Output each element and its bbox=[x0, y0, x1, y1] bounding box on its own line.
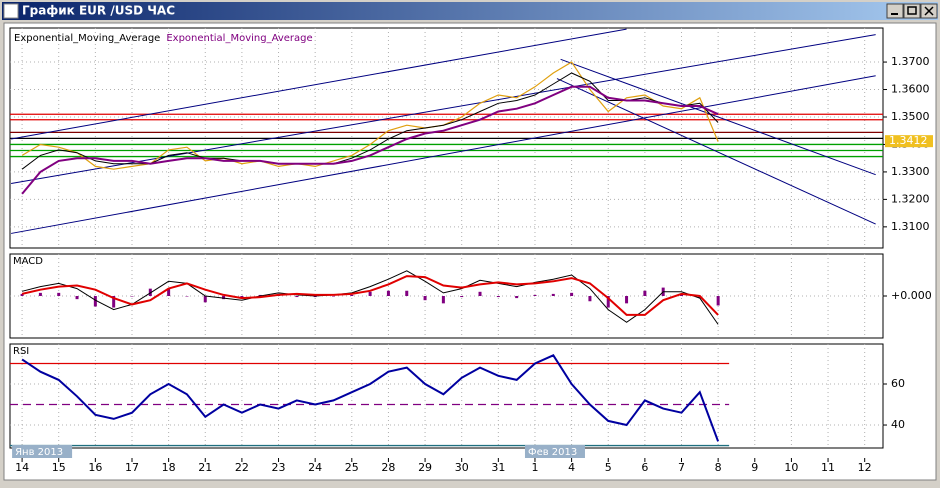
x-tick-label: 10 bbox=[784, 461, 798, 474]
histogram-bar bbox=[167, 288, 171, 296]
trend-line bbox=[11, 28, 627, 140]
y-tick-label: 1.3100 bbox=[891, 220, 930, 233]
window-title: График EUR /USD ЧАС bbox=[22, 4, 175, 18]
last-price-box bbox=[885, 135, 933, 148]
period-label-box bbox=[12, 445, 73, 458]
histogram-bar bbox=[112, 296, 116, 308]
histogram-bar bbox=[405, 290, 409, 296]
histogram-bar bbox=[478, 291, 482, 296]
maximize-button[interactable] bbox=[903, 3, 921, 19]
y-tick-label: 1.3200 bbox=[891, 192, 930, 205]
histogram-bar bbox=[295, 296, 299, 298]
minimize-button[interactable] bbox=[886, 3, 904, 19]
x-tick-label: 28 bbox=[381, 461, 395, 474]
x-tick-label: 4 bbox=[568, 461, 575, 474]
trend-line bbox=[560, 58, 876, 176]
x-tick-label: 22 bbox=[235, 461, 249, 474]
histogram-bar bbox=[460, 296, 464, 298]
x-tick-label: 17 bbox=[125, 461, 139, 474]
x-tick-label: 16 bbox=[88, 461, 102, 474]
y-tick-label: 1.3500 bbox=[891, 110, 930, 123]
histogram-bar bbox=[716, 296, 720, 306]
x-tick-label: 6 bbox=[641, 461, 648, 474]
x-tick-label: 12 bbox=[858, 461, 872, 474]
histogram-bar bbox=[386, 290, 390, 296]
histogram-bar bbox=[38, 292, 42, 296]
histogram-bar bbox=[331, 296, 335, 297]
histogram-bar bbox=[643, 290, 647, 296]
histogram-bar bbox=[368, 291, 372, 296]
x-tick-label: 7 bbox=[678, 461, 685, 474]
x-tick-label: 24 bbox=[308, 461, 322, 474]
histogram-bar bbox=[222, 296, 226, 300]
trend-line bbox=[11, 75, 876, 234]
series-line bbox=[21, 354, 720, 442]
trend-line bbox=[11, 34, 876, 184]
x-tick-label: 14 bbox=[15, 461, 29, 474]
y-tick-label: 1.3300 bbox=[891, 165, 930, 178]
x-tick-label: 29 bbox=[418, 461, 432, 474]
histogram-bar bbox=[515, 296, 519, 299]
histogram-bar bbox=[588, 296, 592, 302]
plot bbox=[10, 28, 883, 248]
histogram-bar bbox=[441, 296, 445, 304]
plot bbox=[10, 254, 883, 338]
histogram-bar bbox=[20, 293, 24, 296]
x-tick-label: 30 bbox=[455, 461, 469, 474]
histogram-bar bbox=[625, 296, 629, 304]
x-tick-label: 15 bbox=[52, 461, 66, 474]
histogram-bar bbox=[75, 296, 79, 300]
histogram-bar bbox=[313, 296, 317, 298]
period-label: Янв 2013 bbox=[15, 447, 63, 458]
histogram-bar bbox=[570, 292, 574, 296]
x-tick-label: 8 bbox=[715, 461, 722, 474]
series-line bbox=[21, 270, 719, 325]
histogram-bar bbox=[203, 296, 207, 303]
histogram-bar bbox=[258, 294, 262, 296]
legend-entry: Exponential_Moving_Average bbox=[166, 33, 312, 44]
panel-title: RSI bbox=[13, 346, 29, 357]
trend-line bbox=[556, 78, 876, 225]
last-price-label: 1.3412 bbox=[889, 134, 928, 147]
x-tick-label: 5 bbox=[605, 461, 612, 474]
legend-entry: Exponential_Moving_Average bbox=[14, 33, 160, 44]
y-tick-label: 1.3600 bbox=[891, 83, 930, 96]
title-bar bbox=[2, 2, 938, 20]
series-line bbox=[21, 85, 719, 195]
histogram-bar bbox=[93, 296, 97, 307]
histogram-bar bbox=[185, 296, 189, 297]
series-line bbox=[21, 275, 719, 316]
y-tick-label: 40 bbox=[891, 418, 905, 431]
histogram-bar bbox=[350, 294, 354, 296]
histogram-bar bbox=[423, 296, 427, 301]
histogram-bar bbox=[606, 296, 610, 308]
panel bbox=[9, 343, 884, 449]
histogram-bar bbox=[496, 296, 500, 298]
x-tick-label: 18 bbox=[162, 461, 176, 474]
close-button[interactable] bbox=[920, 3, 938, 19]
histogram-bar bbox=[533, 294, 537, 296]
x-tick-label: 25 bbox=[345, 461, 359, 474]
series-line bbox=[21, 61, 719, 170]
histogram-bar bbox=[57, 292, 61, 296]
y-tick-label: +0.000 bbox=[891, 289, 932, 302]
x-tick-label: 9 bbox=[751, 461, 758, 474]
period-label-box bbox=[524, 445, 585, 458]
histogram-bar bbox=[551, 293, 555, 296]
period-label: Фев 2013 bbox=[528, 447, 577, 458]
y-tick-label: 1.3700 bbox=[891, 55, 930, 68]
histogram-bar bbox=[240, 296, 244, 299]
x-tick-label: 11 bbox=[821, 461, 835, 474]
y-tick-label: 60 bbox=[891, 377, 905, 390]
plot bbox=[10, 344, 883, 448]
histogram-bar bbox=[130, 296, 134, 297]
x-tick-label: 23 bbox=[272, 461, 286, 474]
x-tick-label: 31 bbox=[491, 461, 505, 474]
panel-title: MACD bbox=[13, 256, 43, 267]
window-icon bbox=[3, 3, 19, 19]
x-tick-label: 1 bbox=[531, 461, 538, 474]
x-tick-label: 21 bbox=[198, 461, 212, 474]
